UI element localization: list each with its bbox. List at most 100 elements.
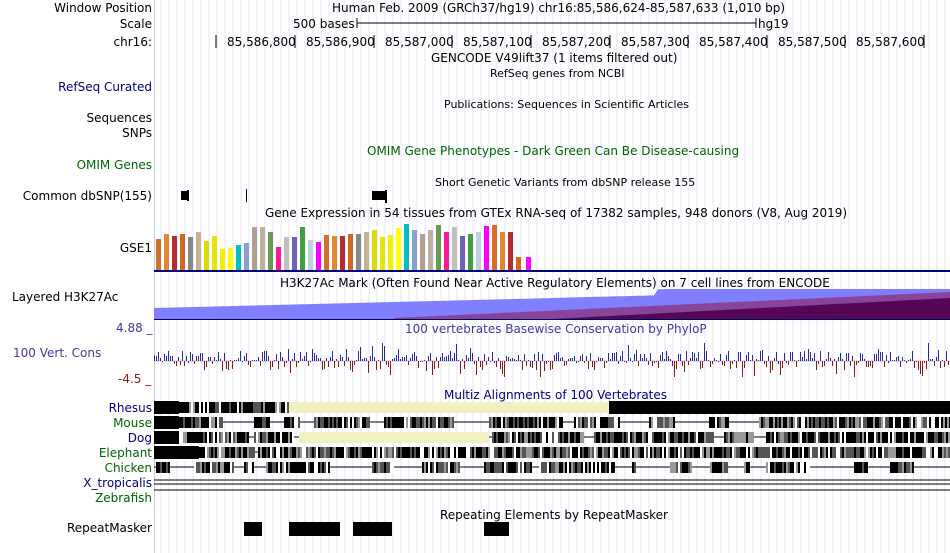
multiz-chicken-block [228, 462, 230, 473]
cons-bar [638, 361, 639, 366]
cons-bar [236, 360, 237, 361]
species-label-xtropicalis[interactable]: X_tropicalis [83, 476, 152, 490]
multiz-mouse-block [715, 417, 717, 428]
cons-bar [750, 360, 751, 361]
multiz-dog-block [670, 432, 672, 443]
multiz-elephant-block [592, 447, 594, 458]
cons-bar [180, 361, 181, 365]
multiz-dog-block [608, 432, 610, 443]
multiz-elephant-block [828, 447, 830, 458]
multiz-mouse-block [511, 417, 513, 428]
multiz-mouse-block [604, 417, 606, 428]
multiz-elephant-block [454, 447, 456, 458]
cons-bar [464, 361, 465, 369]
multiz-mouse-block [561, 417, 563, 428]
multiz-elephant-block [292, 447, 294, 458]
multiz-elephant-block [798, 447, 800, 458]
species-label-mouse[interactable]: Mouse [113, 416, 152, 430]
track-graphics[interactable] [154, 0, 950, 553]
multiz-rhesus-block [283, 402, 285, 413]
multiz-chicken-block [306, 462, 308, 473]
track-label-omim[interactable]: OMIM Genes [76, 158, 152, 172]
track-label-cons[interactable]: 100 Vert. Cons [13, 346, 102, 360]
multiz-chicken-block [748, 462, 750, 473]
multiz-mouse-block [346, 417, 348, 428]
multiz-elephant-block [540, 447, 542, 458]
track-label-snps[interactable]: SNPs [122, 126, 152, 140]
h3k27ac-border [154, 270, 950, 272]
multiz-mouse-block [430, 417, 432, 428]
species-label-rhesus[interactable]: Rhesus [108, 401, 152, 415]
track-label-h3k27ac[interactable]: Layered H3K27Ac [12, 290, 119, 304]
multiz-elephant-block [568, 447, 570, 458]
multiz-dog-block [510, 432, 512, 443]
multiz-dog-block [852, 432, 854, 443]
cons-bar [336, 359, 337, 361]
multiz-chicken-block [549, 462, 551, 473]
multiz-rhesus-block [275, 402, 277, 413]
multiz-dog-block [554, 432, 556, 443]
track-label-sequences[interactable]: Sequences [86, 111, 152, 125]
multiz-chicken-block [280, 462, 282, 473]
multiz-chicken-block [510, 462, 512, 473]
species-label-dog[interactable]: Dog [127, 431, 152, 445]
multiz-mouse-block [580, 417, 582, 428]
multiz-mouse-block [328, 417, 330, 428]
track-label-gtex[interactable]: GSE1 [119, 241, 152, 255]
track-label-dbsnp[interactable]: Common dbSNP(155) [22, 189, 152, 203]
species-label-zebrafish[interactable]: Zebrafish [95, 491, 152, 505]
cons-bar [702, 361, 703, 368]
track-area[interactable]: Human Feb. 2009 (GRCh37/hg19) chr16:85,5… [154, 0, 950, 553]
multiz-elephant-block [940, 447, 942, 458]
multiz-dog-block [872, 432, 874, 443]
cons-bar [478, 357, 479, 361]
multiz-dog-block [726, 432, 728, 443]
multiz-elephant-block [211, 447, 213, 458]
multiz-elephant-block [584, 447, 586, 458]
multiz-elephant-block [488, 447, 490, 458]
species-label-chicken[interactable]: Chicken [104, 461, 152, 475]
cons-bar [414, 352, 415, 361]
gtex-title: Gene Expression in 54 tissues from GTEx … [265, 206, 848, 220]
multiz-dog-block [710, 432, 712, 443]
cons-bar [768, 356, 769, 361]
multiz-elephant-block [410, 447, 412, 458]
multiz-elephant-block [818, 447, 820, 458]
multiz-mouse-block [653, 417, 655, 428]
multiz-chicken-block [388, 462, 390, 473]
multiz-chicken-block [438, 462, 440, 473]
multiz-elephant-block [868, 447, 870, 458]
track-label-repeatmasker[interactable]: RepeatMasker [66, 521, 152, 535]
species-label-elephant[interactable]: Elephant [98, 446, 152, 460]
multiz-mouse-block [837, 417, 839, 428]
multiz-dog-block [748, 432, 750, 443]
multiz-elephant-block [934, 447, 936, 458]
multiz-elephant-block [640, 447, 642, 458]
cons-bar [668, 356, 669, 361]
cons-bar [286, 361, 287, 363]
multiz-dog-block [898, 432, 900, 443]
multiz-dog-block [221, 432, 223, 443]
cons-bar [290, 361, 291, 373]
multiz-mouse-block [657, 417, 659, 428]
cons-bar [896, 357, 897, 361]
multiz-dog-block [766, 432, 768, 443]
multiz-mouse-block [288, 417, 290, 428]
multiz-elephant-block [902, 447, 904, 458]
track-label-refseq[interactable]: RefSeq Curated [58, 80, 152, 94]
multiz-dog-block [598, 432, 600, 443]
cons-bar [574, 356, 575, 361]
multiz-chicken-block [484, 462, 486, 473]
multiz-chicken-block [446, 462, 448, 473]
multiz-elephant-block [920, 447, 922, 458]
multiz-chicken-block [156, 462, 158, 473]
cons-bar [584, 361, 585, 363]
multiz-mouse-block [600, 417, 602, 428]
cons-bar [730, 361, 731, 369]
multiz-chicken-block [722, 462, 724, 473]
multiz-chicken-block [682, 462, 684, 473]
multiz-dog-block [844, 432, 846, 443]
multiz-dog-block [245, 432, 247, 443]
cons-bar [352, 361, 353, 372]
cons-bar [350, 361, 351, 370]
